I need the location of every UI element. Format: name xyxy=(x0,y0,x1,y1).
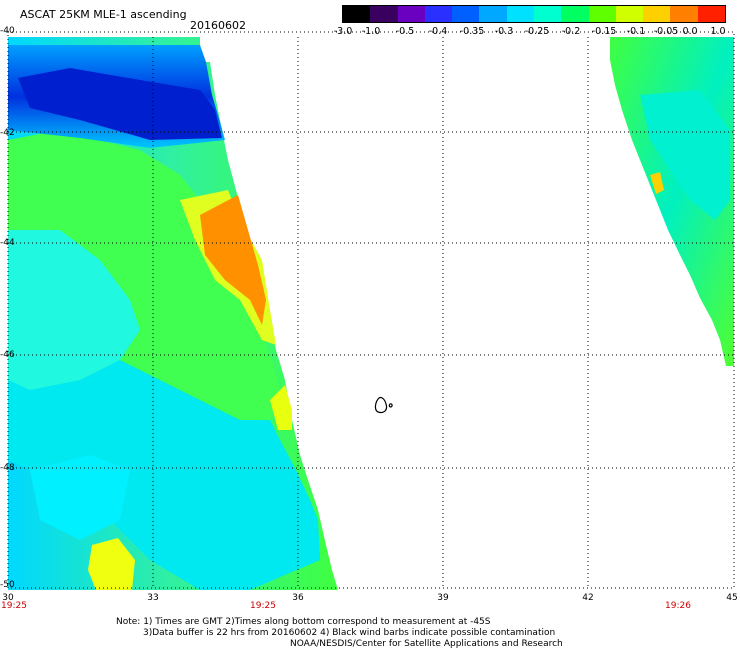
colorbar-segment xyxy=(506,6,534,22)
island-main xyxy=(374,396,388,414)
lon-label: 30 xyxy=(2,593,14,603)
lon-label: 45 xyxy=(726,593,738,603)
swath-east-cyan xyxy=(640,90,730,220)
note-line-3: NOAA/NESDIS/Center for Satellite Applica… xyxy=(290,639,563,649)
lon-label: 36 xyxy=(292,593,304,603)
lat-label: -40 xyxy=(0,26,15,36)
swath-west-yellow-blob xyxy=(88,538,135,590)
colorbar-segment xyxy=(643,6,671,22)
lat-label: -46 xyxy=(0,350,15,360)
colorbar-segment xyxy=(697,6,725,22)
swath-west-yellow-south xyxy=(270,385,292,430)
time-label: 19:25 xyxy=(1,601,27,611)
time-label: 19:25 xyxy=(250,601,276,611)
colorbar-label: -0.4 xyxy=(428,26,448,37)
swath-east-yellow xyxy=(650,172,664,194)
note-line-2: 3)Data buffer is 22 hrs from 20160602 4)… xyxy=(143,628,556,638)
colorbar-segment xyxy=(370,6,398,22)
swath-west-orange xyxy=(200,195,266,325)
note-line-1: Note: 1) Times are GMT 2)Times along bot… xyxy=(116,617,491,627)
colorbar-label: 0.0 xyxy=(682,26,698,37)
grid xyxy=(8,37,734,588)
time-label: 19:26 xyxy=(665,601,691,611)
swath-west-cyan-patch xyxy=(30,455,130,540)
colorbar-segment xyxy=(670,6,698,22)
swath-west-lightcyan xyxy=(8,230,140,390)
lat-label: -50 xyxy=(0,580,15,590)
colorbar-segment xyxy=(343,6,371,22)
colorbar-segment xyxy=(615,6,644,22)
colorbar-segment xyxy=(479,6,507,22)
lat-label: -44 xyxy=(0,238,15,248)
island-small xyxy=(388,403,393,408)
colorbar xyxy=(342,5,726,23)
colorbar-segment xyxy=(397,6,425,22)
colorbar-label: 1.0 xyxy=(710,26,726,37)
colorbar-segment xyxy=(588,6,616,22)
lat-label: -42 xyxy=(0,128,15,138)
colorbar-label: -1.0 xyxy=(361,26,381,37)
colorbar-segment xyxy=(561,6,589,22)
colorbar-segment xyxy=(452,6,480,22)
map-frame xyxy=(7,31,735,589)
lon-label: 42 xyxy=(582,593,594,603)
swath-west-darkblue xyxy=(18,68,222,140)
colorbar-label: -3.0 xyxy=(333,26,353,37)
colorbar-segment xyxy=(533,6,562,22)
chart-date: 20160602 xyxy=(190,19,246,32)
lon-label: 39 xyxy=(437,593,449,603)
chart-title: ASCAT 25KM MLE-1 ascending xyxy=(20,8,187,21)
lon-label: 33 xyxy=(147,593,159,603)
colorbar-label: -0.05 xyxy=(653,26,679,37)
swath-west xyxy=(8,37,338,590)
island-outline xyxy=(374,396,393,414)
swath-west-green xyxy=(8,130,280,420)
colorbar-segment xyxy=(424,6,453,22)
lat-label: -48 xyxy=(0,463,15,473)
swath-east xyxy=(610,37,734,366)
colorbar-label: -0.2 xyxy=(561,26,581,37)
